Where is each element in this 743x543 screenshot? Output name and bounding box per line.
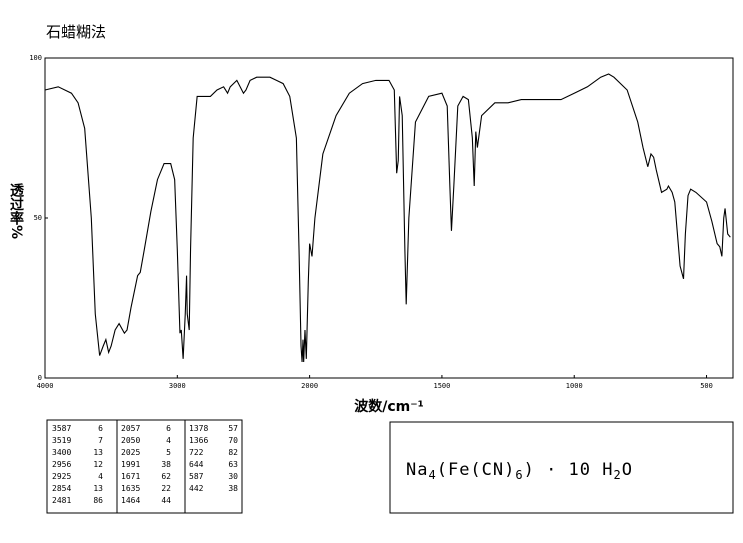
peak-wavenumber: 1671 xyxy=(121,472,140,481)
formula-frame xyxy=(389,421,734,514)
peak-wavenumber: 1366 xyxy=(189,436,208,445)
x-tick-label: 3000 xyxy=(169,382,186,390)
peak-wavenumber: 644 xyxy=(189,460,204,469)
peak-transmittance: 62 xyxy=(161,472,171,481)
peak-wavenumber: 1991 xyxy=(121,460,140,469)
peak-transmittance: 70 xyxy=(228,436,238,445)
peak-transmittance: 4 xyxy=(166,436,171,445)
peak-transmittance: 5 xyxy=(166,448,171,457)
y-tick-label: 50 xyxy=(34,214,42,222)
peak-table-frame xyxy=(46,419,243,514)
peak-transmittance: 4 xyxy=(98,472,103,481)
formula-part: ) · 10 H xyxy=(524,460,614,480)
peak-transmittance: 6 xyxy=(166,424,171,433)
formula-subscript: 4 xyxy=(428,468,436,482)
formula-part: O xyxy=(622,460,633,480)
peak-wavenumber: 3400 xyxy=(52,448,71,457)
peak-transmittance: 6 xyxy=(98,424,103,433)
peak-wavenumber: 2925 xyxy=(52,472,71,481)
peak-transmittance: 82 xyxy=(228,448,238,457)
spectrum-line xyxy=(44,73,731,363)
peak-wavenumber: 587 xyxy=(189,472,204,481)
plot-frame xyxy=(44,57,734,379)
peak-wavenumber: 2854 xyxy=(52,484,71,493)
peak-transmittance: 38 xyxy=(161,460,171,469)
peak-wavenumber: 1464 xyxy=(121,496,140,505)
peak-transmittance: 86 xyxy=(93,496,103,505)
peak-wavenumber: 722 xyxy=(189,448,204,457)
y-axis-label: 透过率% xyxy=(8,183,24,239)
y-tick-label: 0 xyxy=(38,374,42,382)
x-tick-label: 4000 xyxy=(37,382,54,390)
peak-transmittance: 38 xyxy=(228,484,238,493)
peak-wavenumber: 3519 xyxy=(52,436,71,445)
formula-part: Na xyxy=(406,460,428,480)
formula-part: (Fe(CN) xyxy=(437,460,516,480)
peak-transmittance: 44 xyxy=(161,496,171,505)
formula-subscript: 2 xyxy=(614,468,622,482)
y-tick-label: 100 xyxy=(29,54,42,62)
peak-transmittance: 7 xyxy=(98,436,103,445)
peak-wavenumber: 2956 xyxy=(52,460,71,469)
x-axis-label: 波数/cm⁻¹ xyxy=(354,398,424,415)
peak-wavenumber: 2025 xyxy=(121,448,140,457)
chart-title: 石蜡糊法 xyxy=(46,23,106,41)
peak-transmittance: 57 xyxy=(228,424,238,433)
peak-wavenumber: 3587 xyxy=(52,424,71,433)
x-tick-label: 1000 xyxy=(566,382,583,390)
peak-transmittance: 22 xyxy=(161,484,171,493)
peak-wavenumber: 442 xyxy=(189,484,204,493)
peak-transmittance: 63 xyxy=(228,460,238,469)
formula: Na4(Fe(CN)6) · 10 H2O xyxy=(406,460,633,482)
peak-wavenumber: 2050 xyxy=(121,436,140,445)
peak-wavenumber: 1378 xyxy=(189,424,208,433)
peak-transmittance: 13 xyxy=(93,484,103,493)
peak-wavenumber: 2481 xyxy=(52,496,71,505)
x-tick-label: 500 xyxy=(700,382,713,390)
x-tick-label: 1500 xyxy=(433,382,450,390)
peak-transmittance: 12 xyxy=(93,460,103,469)
formula-subscript: 6 xyxy=(515,468,523,482)
peak-transmittance: 13 xyxy=(93,448,103,457)
x-tick-label: 2000 xyxy=(301,382,318,390)
peak-transmittance: 30 xyxy=(228,472,238,481)
peak-wavenumber: 1635 xyxy=(121,484,140,493)
peak-wavenumber: 2057 xyxy=(121,424,140,433)
